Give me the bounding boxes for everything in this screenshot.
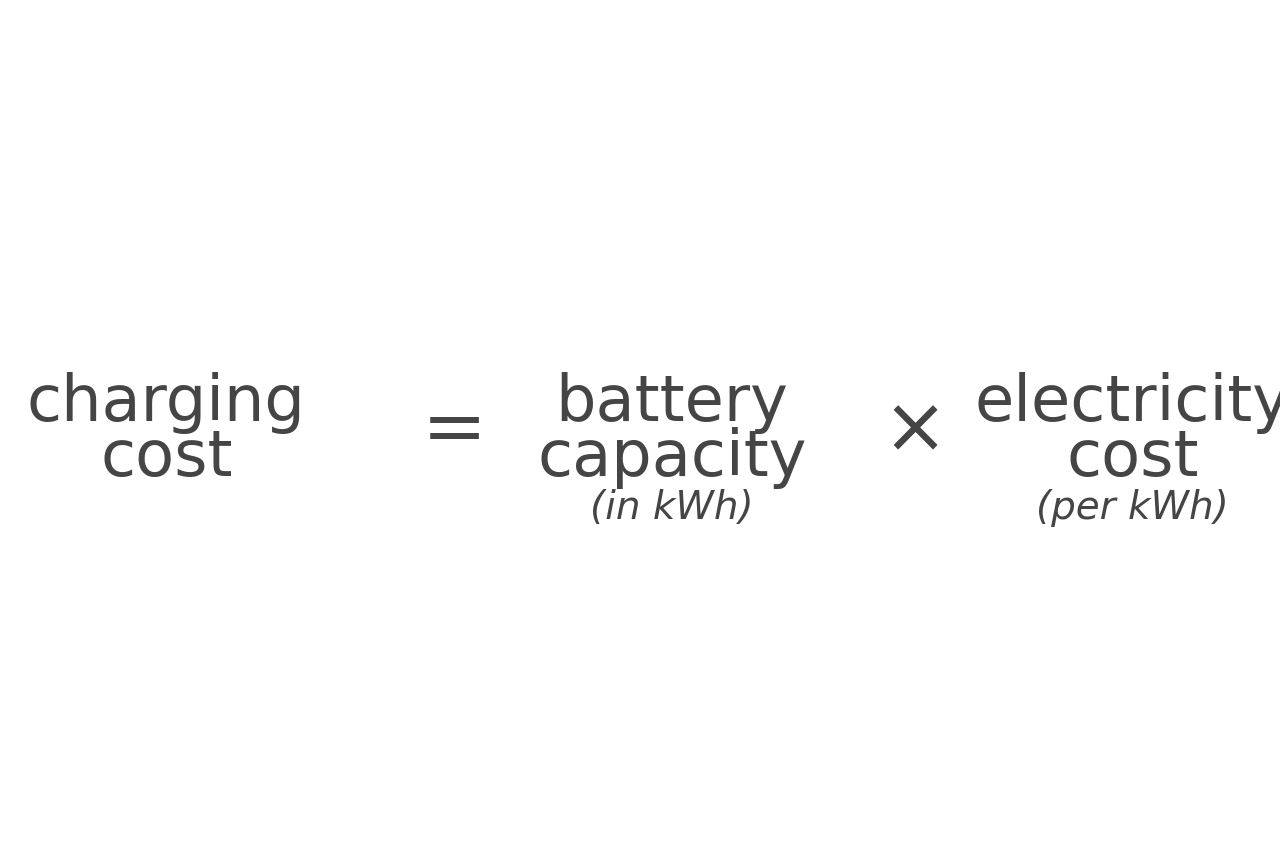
Text: battery: battery	[556, 371, 788, 433]
Text: (per kWh): (per kWh)	[1037, 489, 1229, 526]
Text: cost: cost	[100, 426, 233, 489]
Text: ×: ×	[883, 392, 947, 468]
Text: www.inchcalculator.com: www.inchcalculator.com	[451, 794, 829, 822]
Bar	[641, 758, 652, 760]
Text: EV Charging Cost Formula: EV Charging Cost Formula	[23, 44, 1257, 136]
Text: (in kWh): (in kWh)	[590, 489, 754, 526]
Bar	[625, 699, 655, 716]
Text: =: =	[422, 392, 486, 468]
Text: charging: charging	[27, 371, 306, 433]
Text: capacity: capacity	[538, 426, 806, 489]
Text: cost: cost	[1066, 426, 1199, 489]
Text: electricity: electricity	[975, 371, 1280, 433]
Bar	[641, 745, 652, 746]
Bar	[625, 758, 636, 760]
Bar	[625, 745, 636, 746]
